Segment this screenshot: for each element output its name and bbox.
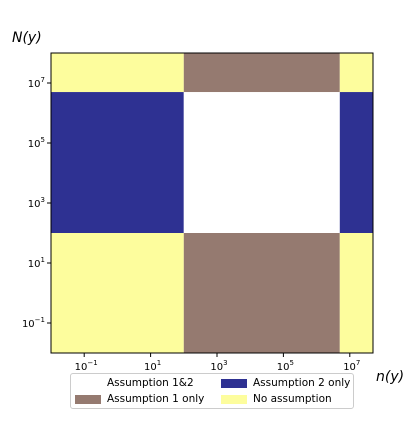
region-assumption-2-only xyxy=(51,92,184,233)
region-assumption-1-only xyxy=(183,53,340,93)
x-tick-label: 105 xyxy=(277,359,294,373)
legend-label: Assumption 1 only xyxy=(107,393,205,405)
legend-label: No assumption xyxy=(253,393,332,405)
legend-label: Assumption 1&2 xyxy=(107,377,194,389)
legend-swatch xyxy=(75,394,101,404)
legend-swatch xyxy=(221,378,247,388)
x-tick-label: 103 xyxy=(210,359,227,373)
y-tick-label: 105 xyxy=(28,136,45,150)
region-no-assumption xyxy=(51,233,184,353)
y-tick-label: 107 xyxy=(28,76,45,90)
x-tick-label: 10−1 xyxy=(75,359,98,373)
y-tick-label: 101 xyxy=(28,256,45,270)
y-axis-ticks: 10−1 101 103 105 107 xyxy=(22,76,51,330)
legend: Assumption 1&2 Assumption 2 only Assumpt… xyxy=(70,373,354,409)
region-assumption-1-2 xyxy=(183,92,340,233)
x-tick-label: 107 xyxy=(343,359,360,373)
x-axis-ticks: 10−1 101 103 105 107 xyxy=(75,353,360,373)
x-tick-label: 101 xyxy=(144,359,161,373)
region-assumption-1-only xyxy=(183,233,340,353)
y-axis-label: N(y) xyxy=(12,30,42,46)
legend-swatch xyxy=(221,394,247,404)
legend-item-no-assumption: No assumption xyxy=(221,393,332,405)
region-assumption-2-only xyxy=(339,92,373,233)
region-no-assumption xyxy=(339,233,373,353)
region-no-assumption xyxy=(339,53,373,93)
legend-item-assumption-2-only: Assumption 2 only xyxy=(221,377,350,389)
regions-layer xyxy=(51,53,373,353)
legend-item-assumption-1-only: Assumption 1 only xyxy=(75,393,204,405)
legend-item-assumption-1-2: Assumption 1&2 xyxy=(75,377,194,389)
legend-label: Assumption 2 only xyxy=(253,377,351,389)
legend-swatch xyxy=(75,378,101,388)
y-tick-label: 10−1 xyxy=(22,316,45,330)
x-axis-label: n(y) xyxy=(376,369,405,385)
region-no-assumption xyxy=(51,53,184,93)
y-tick-label: 103 xyxy=(28,196,45,210)
